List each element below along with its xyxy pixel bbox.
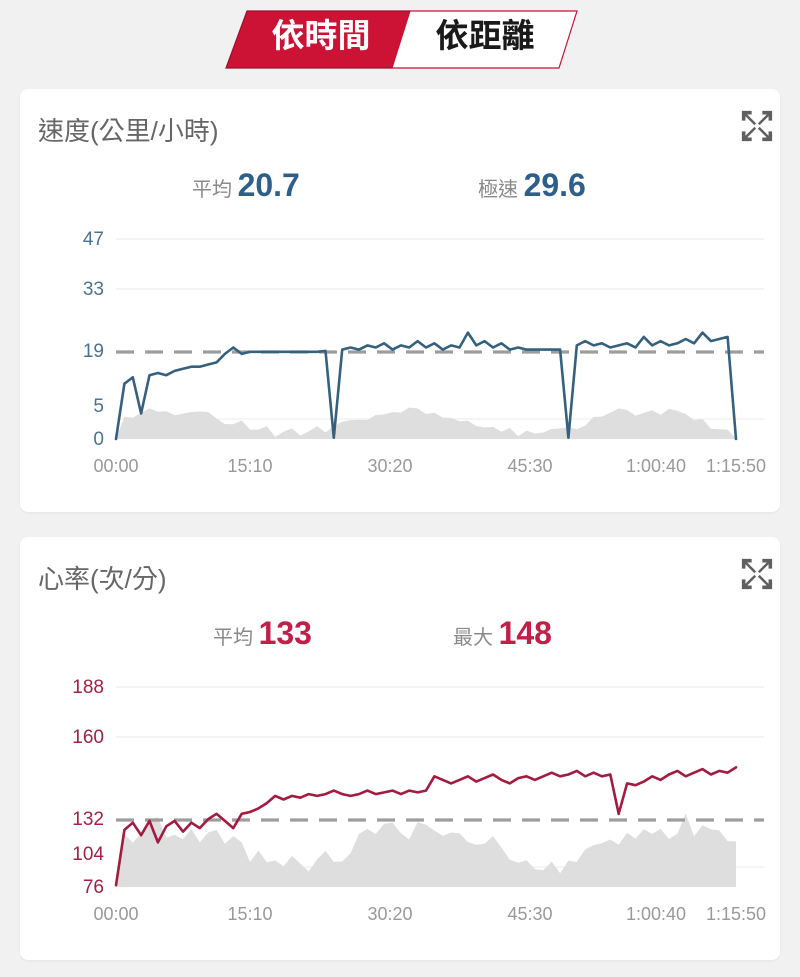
svg-text:00:00: 00:00 (93, 904, 138, 924)
svg-text:15:10: 15:10 (227, 904, 272, 924)
svg-text:1:15:50: 1:15:50 (706, 904, 766, 924)
svg-text:132: 132 (72, 809, 104, 830)
svg-text:1:00:40: 1:00:40 (626, 456, 686, 476)
svg-text:45:30: 45:30 (507, 456, 552, 476)
svg-text:76: 76 (83, 877, 104, 898)
svg-text:30:20: 30:20 (367, 456, 412, 476)
svg-text:104: 104 (72, 844, 104, 865)
svg-text:30:20: 30:20 (367, 904, 412, 924)
svg-text:0: 0 (93, 429, 104, 450)
svg-text:33: 33 (83, 279, 104, 300)
svg-text:1:00:40: 1:00:40 (626, 904, 686, 924)
svg-text:依時間: 依時間 (272, 17, 371, 54)
svg-text:依距離: 依距離 (436, 17, 535, 54)
svg-text:160: 160 (72, 727, 104, 748)
svg-text:19: 19 (83, 341, 104, 362)
svg-text:188: 188 (72, 678, 104, 698)
svg-text:15:10: 15:10 (227, 456, 272, 476)
svg-text:1:15:50: 1:15:50 (706, 456, 766, 476)
svg-text:5: 5 (93, 396, 104, 417)
svg-text:47: 47 (83, 230, 104, 250)
svg-text:45:30: 45:30 (507, 904, 552, 924)
svg-text:00:00: 00:00 (93, 456, 138, 476)
